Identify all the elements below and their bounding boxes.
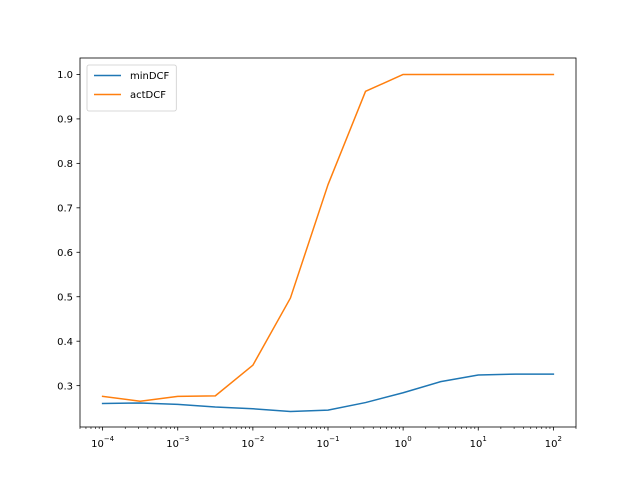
y-tick-label: 0.5	[57, 292, 73, 303]
x-tick-label-base: 10	[241, 439, 254, 450]
legend-box	[86, 64, 177, 112]
y-tick-label: 0.8	[57, 159, 73, 170]
legend-label: minDCF	[130, 71, 170, 82]
x-tick-label-exponent: −4	[104, 435, 115, 443]
x-tick-label-exponent: 2	[558, 435, 562, 443]
series-line-minDCF	[101, 373, 555, 413]
series-layer	[101, 73, 555, 413]
ticks-layer: 10−4 10−3 10−2 10−1 100 101 1020.30.40.50.60.7…	[57, 70, 577, 450]
y-tick-label: 0.9	[57, 115, 73, 126]
x-tick-label-exponent: −1	[329, 435, 339, 443]
x-tick-label-exponent: −3	[179, 435, 189, 443]
x-tick-label-base: 10	[316, 439, 329, 450]
y-tick-label: 0.4	[57, 337, 73, 348]
y-tick-label: 0.6	[57, 248, 73, 259]
x-tick-label: 10−1	[316, 435, 339, 450]
x-tick-label-base: 10	[395, 439, 408, 450]
x-tick-label: 10−4	[91, 435, 115, 450]
x-tick-label-base: 10	[470, 439, 483, 450]
series-line-actDCF	[101, 73, 555, 402]
y-tick-label: 1.0	[57, 70, 73, 81]
x-tick-label-base: 10	[166, 439, 179, 450]
plot-area-frame	[79, 57, 577, 428]
x-tick-label-exponent: 1	[482, 435, 486, 443]
y-tick-label: 0.7	[57, 203, 73, 214]
x-tick-label-base: 10	[91, 439, 104, 450]
y-tick-label: 0.3	[57, 381, 73, 392]
x-tick-label: 100	[395, 435, 412, 450]
x-tick-label-base: 10	[545, 439, 558, 450]
x-tick-label: 10−2	[241, 435, 264, 450]
x-tick-label-exponent: −2	[254, 435, 264, 443]
legend: minDCF actDCF	[86, 64, 177, 112]
x-tick-label-exponent: 0	[407, 435, 411, 443]
x-tick-label: 101	[470, 435, 487, 450]
legend-label: actDCF	[130, 90, 166, 101]
x-tick-label: 102	[545, 435, 562, 450]
x-tick-label: 10−3	[166, 435, 189, 450]
